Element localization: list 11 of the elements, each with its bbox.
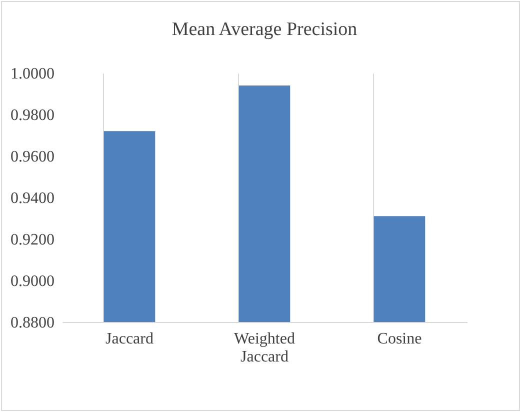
x-tick-label: Jaccard <box>106 330 154 348</box>
x-tick-label: Cosine <box>377 330 422 348</box>
y-tick-label: 0.9800 <box>10 107 54 124</box>
x-tick-label: Weighted Jaccard <box>234 330 295 366</box>
y-tick-label: 0.9200 <box>10 232 54 248</box>
y-tick-label: 0.9400 <box>10 190 54 207</box>
chart-title: Mean Average Precision <box>172 19 358 40</box>
y-tick-label: 1.0000 <box>10 66 54 82</box>
y-tick-label: 0.9000 <box>10 273 54 290</box>
y-tick-label: 0.8800 <box>10 314 54 332</box>
y-tick-label: 0.9600 <box>10 148 54 166</box>
